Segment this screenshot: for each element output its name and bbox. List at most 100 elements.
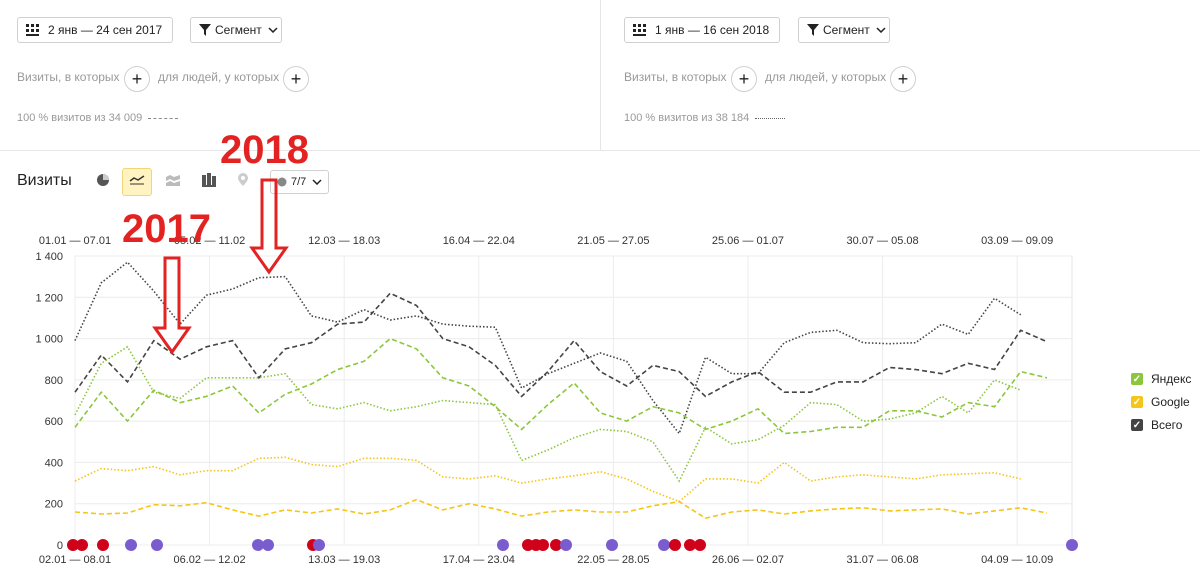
top-axis-label: 16.04 — 22.04	[443, 235, 515, 247]
coverage-text: 100 % визитов из 38 184	[624, 112, 750, 124]
area-chart-icon	[165, 173, 181, 192]
bottom-axis-label: 04.09 — 10.09	[981, 554, 1053, 566]
chevron-down-icon	[876, 27, 886, 33]
event-marker-red	[97, 539, 109, 551]
top-axis-label: 05.02 — 11.02	[174, 235, 245, 247]
arrow-2017	[152, 256, 192, 355]
event-marker-purple	[560, 539, 572, 551]
pie-chart-icon	[96, 173, 110, 192]
event-marker-red	[694, 539, 706, 551]
top-axis-label: 25.06 — 01.07	[712, 235, 784, 247]
series-line-google-2018	[74, 456, 1021, 503]
legend-label: Всего	[1151, 418, 1183, 432]
bottom-axis-label: 02.01 — 08.01	[39, 554, 111, 566]
event-marker-purple	[151, 539, 163, 551]
dashed-line-sample	[148, 117, 179, 119]
checkbox-checked-icon: ✓	[1131, 396, 1143, 408]
event-marker-purple	[606, 539, 618, 551]
chevron-down-icon	[312, 179, 322, 185]
arrow-2018	[249, 178, 289, 275]
segment-button-right[interactable]: Сегмент	[798, 17, 890, 43]
line-chart-icon	[129, 173, 145, 191]
map-button[interactable]	[228, 168, 258, 196]
bottom-axis-label: 31.07 — 06.08	[846, 554, 918, 566]
filter-icon	[807, 24, 819, 36]
checkbox-checked-icon: ✓	[1131, 419, 1143, 431]
calendar-icon	[26, 24, 40, 36]
series-line-google-2017	[74, 498, 1048, 520]
map-pin-icon	[236, 172, 250, 193]
legend-label: Google	[1151, 395, 1190, 409]
event-marker-purple	[252, 539, 264, 551]
add-visits-condition-button[interactable]: +	[124, 66, 150, 92]
top-axis-label: 21.05 — 27.05	[577, 235, 649, 247]
people-filter-label: для людей, у которых	[765, 70, 887, 84]
event-marker-red	[684, 539, 696, 551]
bottom-axis-label: 06.02 — 12.02	[174, 554, 246, 566]
legend-item-yandex[interactable]: ✓ Яндекс	[1131, 372, 1191, 386]
event-marker-red	[550, 539, 562, 551]
left-period-panel: 2 янв — 24 сен 2017 Сегмент Визиты, в ко…	[0, 0, 601, 151]
series-line-total-2017	[74, 292, 1048, 398]
add-people-condition-button[interactable]: +	[283, 66, 309, 92]
bar-chart-icon	[202, 172, 216, 192]
coverage-info-right: 100 % визитов из 38 184	[624, 112, 786, 124]
plus-icon: +	[290, 68, 302, 89]
add-visits-condition-button[interactable]: +	[731, 66, 757, 92]
dotted-line-sample	[755, 117, 786, 119]
line-chart-button[interactable]	[122, 168, 152, 196]
area-chart-button[interactable]	[158, 168, 188, 196]
top-axis-label: 03.09 — 09.09	[981, 235, 1053, 247]
filter-icon	[199, 24, 211, 36]
bottom-axis-label: 17.04 — 23.04	[443, 554, 515, 566]
bottom-axis-label: 13.03 — 19.03	[308, 554, 380, 566]
coverage-info-left: 100 % визитов из 34 009	[17, 112, 179, 124]
y-tick-label: 1 400	[35, 251, 63, 263]
bottom-axis-label: 22.05 — 28.05	[577, 554, 649, 566]
bar-chart-button[interactable]	[194, 168, 224, 196]
segment-label: Сегмент	[215, 23, 262, 37]
annotation-2018: 2018	[220, 128, 309, 172]
add-people-condition-button[interactable]: +	[890, 66, 916, 92]
visits-filter-label: Визиты, в которых	[17, 70, 120, 84]
date-range-button-2017[interactable]: 2 янв — 24 сен 2017	[17, 17, 173, 43]
chevron-down-icon	[268, 27, 278, 33]
legend-label: Яндекс	[1151, 372, 1192, 386]
event-marker-red	[537, 539, 549, 551]
y-tick-label: 600	[45, 416, 63, 428]
pie-chart-button[interactable]	[88, 168, 118, 196]
annotation-2017: 2017	[122, 207, 211, 251]
date-range-button-2018[interactable]: 1 янв — 16 сен 2018	[624, 17, 780, 43]
event-marker-purple	[1066, 539, 1078, 551]
chart-title: Визиты	[17, 172, 72, 189]
series-line-total-2018	[74, 261, 1022, 436]
plus-icon: +	[897, 68, 909, 89]
event-marker-purple	[262, 539, 274, 551]
series-selector-dropdown[interactable]: 7/7	[270, 170, 330, 194]
calendar-icon	[633, 24, 647, 36]
top-axis-label: 01.01 — 07.01	[39, 235, 111, 247]
y-tick-label: 400	[45, 457, 63, 469]
event-marker-purple	[125, 539, 137, 551]
event-marker-purple	[658, 539, 670, 551]
checkbox-checked-icon: ✓	[1131, 373, 1143, 385]
segment-label: Сегмент	[823, 23, 870, 37]
bottom-axis-label: 26.06 — 02.07	[712, 554, 784, 566]
series-count: 7/7	[291, 176, 307, 188]
top-axis-label: 12.03 — 18.03	[308, 235, 380, 247]
y-tick-label: 1 000	[35, 334, 63, 346]
event-marker-red	[67, 539, 79, 551]
y-tick-label: 800	[45, 375, 63, 387]
legend-item-google[interactable]: ✓ Google	[1131, 395, 1190, 409]
segment-button-left[interactable]: Сегмент	[190, 17, 282, 43]
y-tick-label: 1 200	[35, 292, 63, 304]
event-marker-red	[669, 539, 681, 551]
y-tick-label: 200	[45, 499, 63, 511]
series-line-yandex-2018	[74, 345, 1021, 483]
event-marker-purple	[497, 539, 509, 551]
legend-item-total[interactable]: ✓ Всего	[1131, 418, 1182, 432]
visits-line-chart: 0 200 400 600 800 1 000 1 200 1 400 01.01 — 07.0…	[35, 235, 1078, 566]
plus-icon: +	[738, 68, 750, 89]
event-marker-red	[76, 539, 88, 551]
